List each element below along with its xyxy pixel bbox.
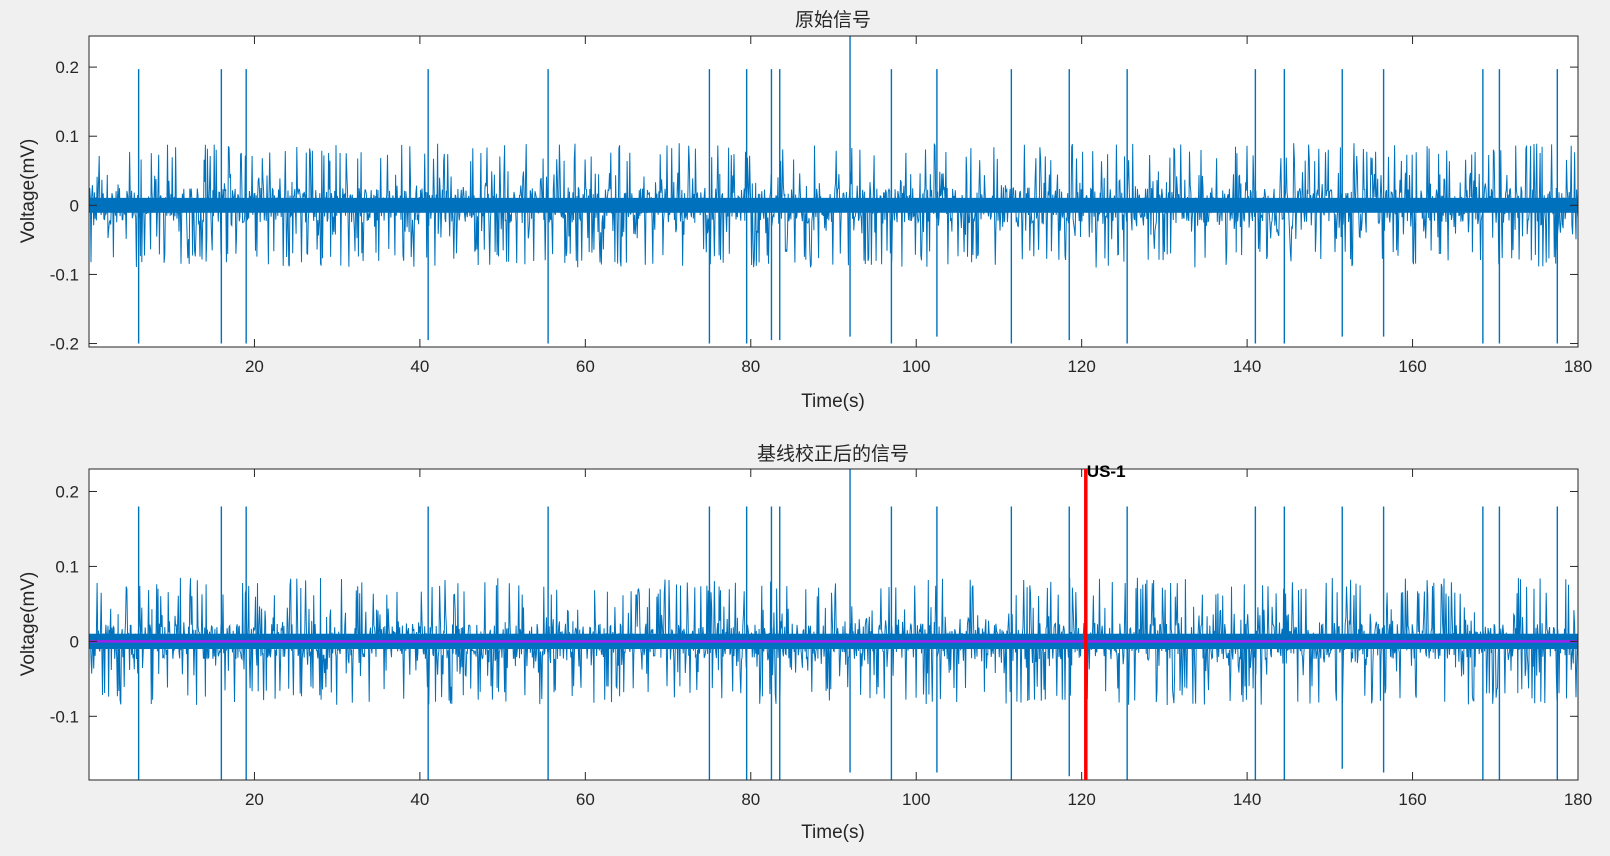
y-tick-label: -0.1 — [50, 707, 79, 726]
x-tick-label: 80 — [741, 790, 760, 809]
chart-title: 基线校正后的信号 — [757, 443, 909, 465]
x-tick-label: 40 — [410, 790, 429, 809]
plot-area — [89, 36, 1578, 344]
x-tick-label: 60 — [576, 790, 595, 809]
marker-label: US-1 — [1087, 462, 1126, 481]
x-tick-label: 140 — [1233, 790, 1261, 809]
axes-background — [89, 469, 1578, 780]
signal-waveform — [89, 577, 1578, 706]
x-tick-label: 140 — [1233, 357, 1261, 376]
y-tick-label: 0.1 — [55, 557, 79, 576]
y-tick-label: 0.2 — [55, 58, 79, 77]
x-axis-label: Time(s) — [801, 391, 865, 412]
tick-marks — [89, 469, 1579, 780]
original-signal-axes: 原始信号 Time(s) Voltage(mV) 20 40 60 80 100 120 1… — [18, 9, 1592, 412]
x-tick-label: 20 — [245, 790, 264, 809]
corrected-signal-axes: 基线校正后的信号 Time(s) Voltage(mV) US-1 20 40 60 8… — [18, 443, 1592, 843]
x-tick-label: 60 — [576, 357, 595, 376]
y-tick-label: -0.1 — [50, 265, 79, 284]
y-tick-label: 0.1 — [55, 127, 79, 146]
x-tick-label: 160 — [1398, 790, 1426, 809]
y-axis-label: Voltage(mV) — [18, 572, 39, 677]
x-tick-label: 20 — [245, 357, 264, 376]
x-tick-label: 40 — [410, 357, 429, 376]
y-tick-label: -0.2 — [50, 335, 79, 354]
x-tick-label: 120 — [1067, 357, 1095, 376]
x-tick-label: 80 — [741, 357, 760, 376]
x-tick-label: 100 — [902, 790, 930, 809]
x-tick-label: 180 — [1564, 790, 1592, 809]
tick-marks — [89, 36, 1579, 347]
x-tick-label: 120 — [1067, 790, 1095, 809]
chart-title: 原始信号 — [795, 9, 871, 31]
x-tick-label: 160 — [1398, 357, 1426, 376]
y-tick-label: 0 — [70, 196, 79, 215]
signal-dense-core — [89, 197, 1578, 213]
plot-area — [89, 469, 1578, 780]
x-axis-label: Time(s) — [801, 822, 865, 843]
y-tick-label: 0 — [70, 632, 79, 651]
y-axis-label: Voltage(mV) — [18, 139, 39, 244]
y-tick-label: 0.2 — [55, 482, 79, 501]
x-tick-label: 100 — [902, 357, 930, 376]
x-tick-label: 180 — [1564, 357, 1592, 376]
axes-box — [88, 35, 1579, 348]
axes-box — [88, 468, 1579, 781]
